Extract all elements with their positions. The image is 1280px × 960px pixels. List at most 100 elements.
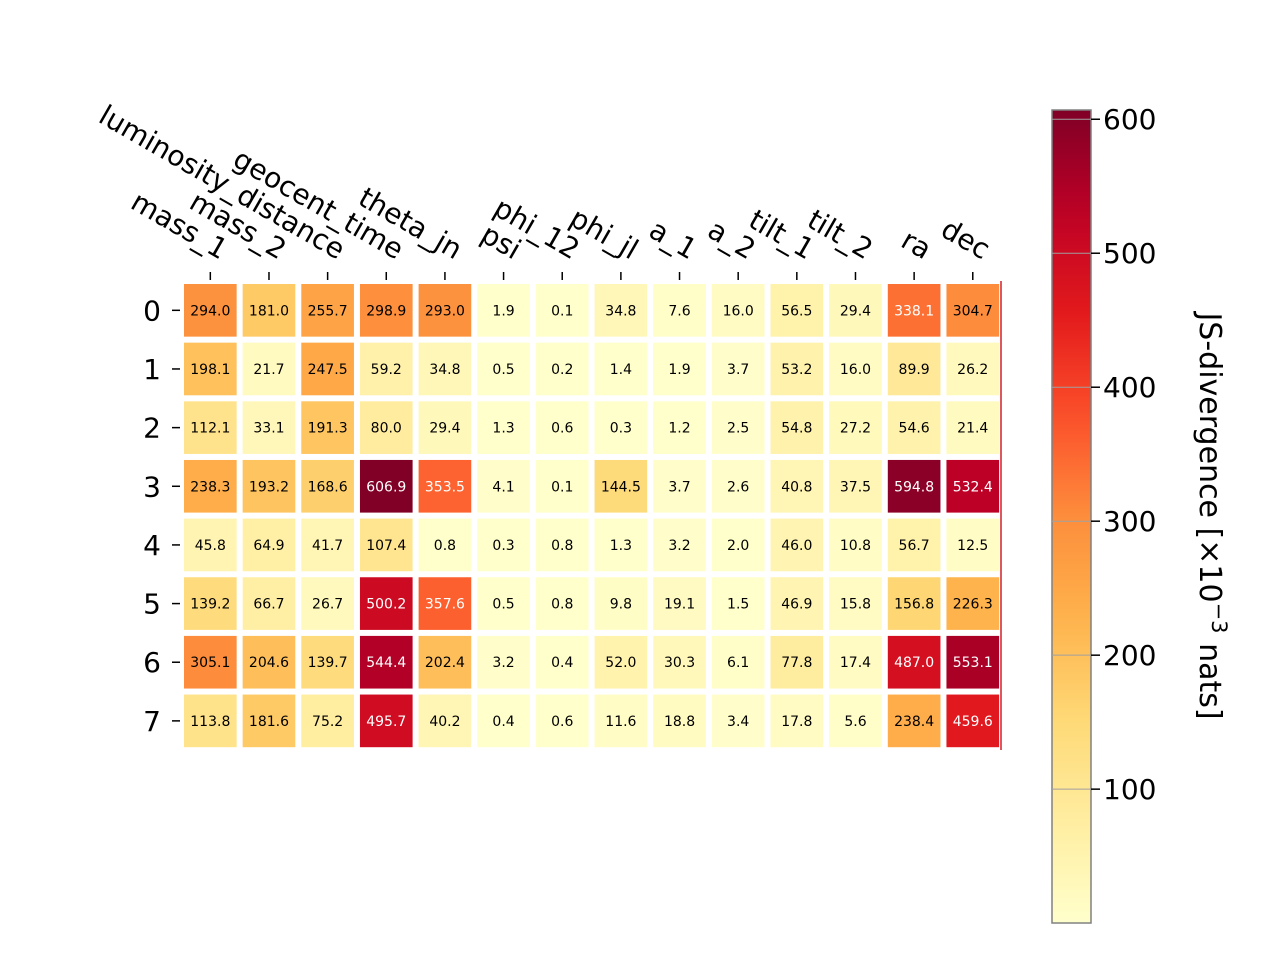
y-tick-label: 1 <box>143 353 161 386</box>
heatmap-cell <box>887 577 941 630</box>
cell-value-label: 191.3 <box>308 421 348 437</box>
colorbar: 100 200 300 400 500 600 JS-divergence [×10−3 … <box>1051 103 1231 924</box>
cell-value-label: 0.4 <box>551 655 573 671</box>
heatmap-cell <box>359 342 413 396</box>
heatmap-cell <box>301 635 354 689</box>
heatmap-cell <box>653 518 706 572</box>
heatmap-cell <box>770 459 824 513</box>
heatmap-cell <box>242 459 296 513</box>
heatmap-cell <box>711 694 765 748</box>
heatmap-cell <box>711 459 765 513</box>
cell-value-label: 0.1 <box>551 479 573 495</box>
heatmap-cell <box>359 635 413 689</box>
cell-value-label: 18.8 <box>664 714 695 730</box>
heatmap-cell <box>887 401 941 454</box>
cell-value-label: 10.8 <box>840 538 871 554</box>
cell-value-label: 1.2 <box>668 421 690 437</box>
cell-value-label: 12.5 <box>957 538 988 554</box>
cell-value-label: 77.8 <box>781 655 812 671</box>
heatmap-cell <box>359 518 413 572</box>
cell-value-label: 1.3 <box>610 538 632 554</box>
heatmap-cell <box>418 635 472 689</box>
heatmap-cell <box>946 342 1000 396</box>
cell-value-label: 0.2 <box>551 362 573 378</box>
cell-value-label: 80.0 <box>371 421 402 437</box>
cell-value-label: 16.0 <box>723 303 754 319</box>
cell-value-label: 30.3 <box>664 655 695 671</box>
cell-value-label: 0.8 <box>551 538 573 554</box>
heatmap-cell <box>418 459 472 513</box>
cell-value-label: 1.4 <box>610 362 632 378</box>
colorbar-ticks: 100 200 300 400 500 600 <box>1052 103 1156 806</box>
cell-value-label: 107.4 <box>366 538 406 554</box>
cell-value-label: 53.2 <box>781 362 812 378</box>
heatmap-cell <box>535 694 589 748</box>
cell-value-label: 19.1 <box>664 597 695 613</box>
heatmap-cell <box>242 635 296 689</box>
heatmap-cell <box>594 401 648 454</box>
heatmap-cell <box>359 694 413 748</box>
cell-value-label: 89.9 <box>899 362 930 378</box>
cell-value-label: 11.6 <box>605 714 636 730</box>
heatmap-cell <box>829 694 882 748</box>
heatmap-cell <box>242 577 296 630</box>
heatmap-cell <box>477 284 530 337</box>
cell-value-label: 59.2 <box>371 362 402 378</box>
heatmap-cell <box>477 401 530 454</box>
cell-value-label: 4.1 <box>492 479 514 495</box>
colorbar-tick-label: 100 <box>1103 773 1156 806</box>
heatmap-cell <box>535 284 589 337</box>
heatmap-cell <box>829 401 882 454</box>
cell-value-label: 305.1 <box>190 655 230 671</box>
cell-value-label: 1.3 <box>492 421 514 437</box>
heatmap-cell <box>770 401 824 454</box>
heatmap-cell <box>829 577 882 630</box>
cell-value-label: 34.8 <box>605 303 636 319</box>
cell-value-label: 17.4 <box>840 655 871 671</box>
cell-value-label: 338.1 <box>894 303 934 319</box>
cell-value-label: 26.7 <box>312 597 343 613</box>
heatmap-cell <box>242 401 296 454</box>
heatmap-cell <box>477 635 530 689</box>
heatmap-cell <box>711 284 765 337</box>
heatmap-cell <box>301 577 354 630</box>
heatmap-cell <box>301 694 354 748</box>
cell-value-label: 15.8 <box>840 597 871 613</box>
heatmap-cell <box>653 635 706 689</box>
heatmap-cell <box>477 518 530 572</box>
heatmap-cell <box>594 342 648 396</box>
cell-value-label: 56.7 <box>899 538 930 554</box>
cell-value-label: 202.4 <box>425 655 465 671</box>
cell-value-label: 0.6 <box>551 421 573 437</box>
heatmap-cell <box>418 401 472 454</box>
cell-value-label: 294.0 <box>190 303 230 319</box>
y-tick-label: 5 <box>143 588 161 621</box>
cell-value-label: 238.4 <box>894 714 934 730</box>
cell-value-label: 17.8 <box>781 714 812 730</box>
y-tick-label: 3 <box>143 470 161 503</box>
heatmap-cell <box>770 518 824 572</box>
cell-value-label: 293.0 <box>425 303 465 319</box>
heatmap-cell <box>711 401 765 454</box>
colorbar-tick-label: 600 <box>1103 103 1156 136</box>
heatmap-cell <box>301 342 354 396</box>
heatmap-cell <box>770 635 824 689</box>
cell-value-label: 6.1 <box>727 655 749 671</box>
heatmap-cell <box>829 635 882 689</box>
heatmap-cell <box>887 284 941 337</box>
cell-value-label: 594.8 <box>894 479 934 495</box>
cell-value-label: 29.4 <box>840 303 871 319</box>
cell-value-label: 0.1 <box>551 303 573 319</box>
cell-value-label: 54.8 <box>781 421 812 437</box>
y-tick-label: 7 <box>143 705 161 738</box>
heatmap-cell <box>242 284 296 337</box>
heatmap-cell <box>594 459 648 513</box>
cell-value-label: 0.8 <box>434 538 456 554</box>
heatmap-cell <box>653 342 706 396</box>
heatmap-cell <box>535 459 589 513</box>
cell-value-label: 21.7 <box>253 362 284 378</box>
heatmap-cell <box>887 518 941 572</box>
heatmap-cell <box>184 284 237 337</box>
heatmap-cell <box>535 577 589 630</box>
colorbar-tick-label: 400 <box>1103 371 1156 404</box>
